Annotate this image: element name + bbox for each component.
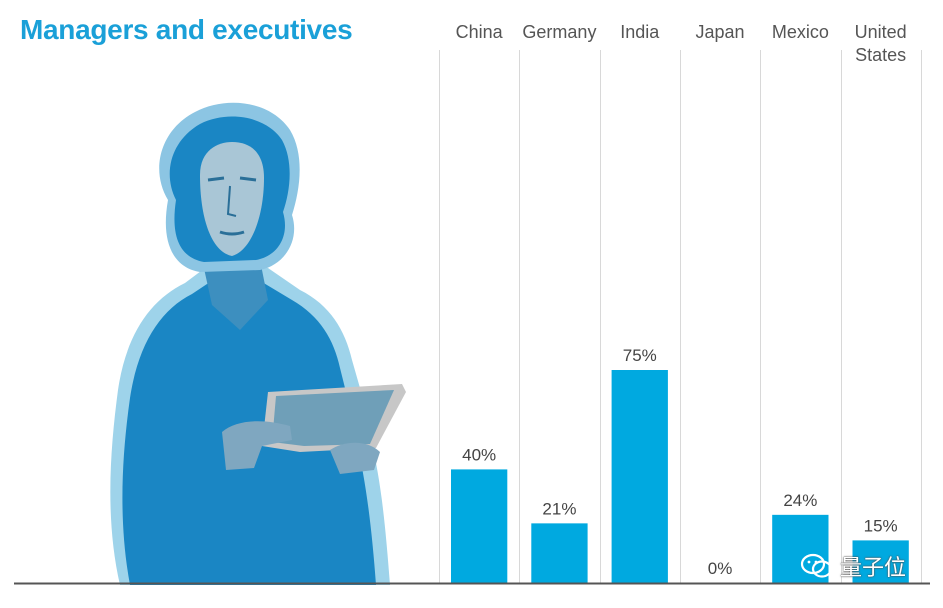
- value-label: 24%: [783, 491, 817, 510]
- chat-bubbles-icon: [800, 553, 833, 578]
- bar-germany: [531, 523, 588, 583]
- category-label: Mexico: [772, 22, 829, 42]
- category-label: Japan: [696, 22, 745, 42]
- category-label: India: [620, 22, 660, 42]
- bar-india: [611, 370, 668, 583]
- category-label: China: [456, 22, 504, 42]
- watermark-text: 量子位: [840, 556, 907, 581]
- bar-china: [451, 469, 508, 583]
- value-label: 75%: [623, 346, 657, 365]
- woman-figure: [110, 102, 406, 585]
- bar-united-states: [852, 540, 909, 583]
- category-label: Germany: [522, 22, 596, 42]
- chart-gridlines: [439, 50, 922, 583]
- value-label: 0%: [708, 559, 733, 578]
- watermark: 量子位: [800, 550, 906, 582]
- chart-bars: [451, 370, 909, 583]
- value-label: 21%: [542, 499, 576, 518]
- value-label: 40%: [462, 445, 496, 464]
- chart-title: Managers and executives: [20, 14, 353, 45]
- chart-category-labels: China Germany India Japan Mexico United States: [456, 22, 907, 65]
- chart-value-labels: 40% 21% 75% 0% 24% 15%: [462, 346, 898, 578]
- category-label: States: [855, 45, 906, 65]
- category-label: United: [855, 22, 907, 42]
- value-label: 15%: [864, 516, 898, 535]
